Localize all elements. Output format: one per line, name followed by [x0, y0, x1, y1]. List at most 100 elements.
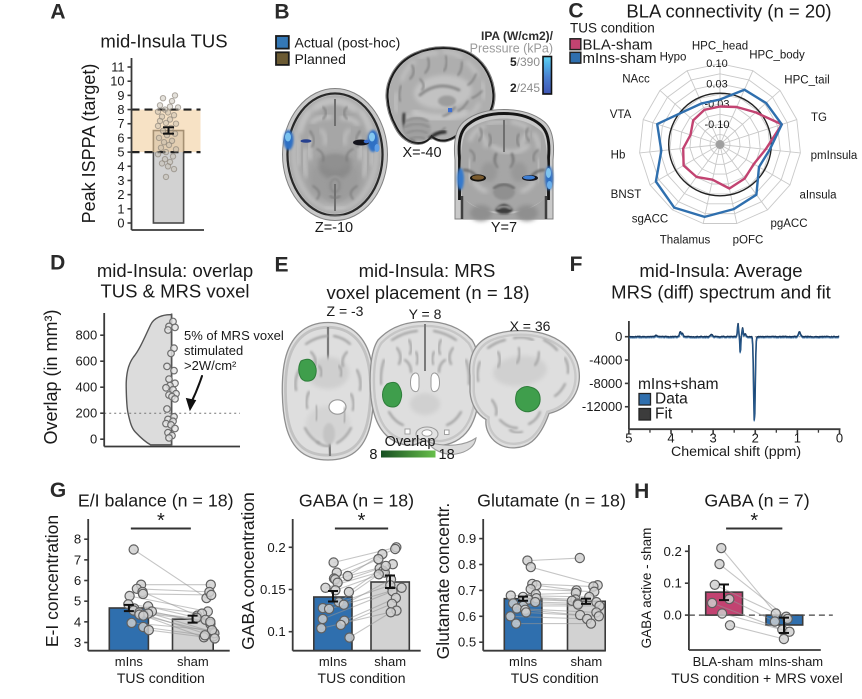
svg-text:0: 0 — [615, 329, 622, 344]
svg-text:0.0: 0.0 — [664, 608, 682, 623]
svg-text:sham: sham — [570, 654, 602, 669]
svg-text:7: 7 — [74, 552, 81, 567]
svg-text:0.15: 0.15 — [260, 582, 286, 597]
svg-text:10: 10 — [110, 74, 124, 89]
svg-text:sham: sham — [177, 654, 209, 669]
svg-text:mIns-sham: mIns-sham — [583, 50, 657, 67]
svg-text:0.8: 0.8 — [458, 557, 476, 572]
svg-text:sgACC: sgACC — [632, 214, 668, 226]
svg-text:X = 36: X = 36 — [510, 318, 551, 334]
svg-text:4: 4 — [74, 614, 81, 629]
svg-text:H: H — [634, 480, 649, 503]
svg-text:11: 11 — [111, 60, 124, 75]
svg-text:-12000: -12000 — [582, 399, 622, 414]
svg-text:Peak ISPPA (target): Peak ISPPA (target) — [79, 64, 99, 224]
svg-text:mIns: mIns — [509, 654, 538, 669]
svg-text:6: 6 — [117, 130, 124, 145]
svg-text:TUS condition: TUS condition — [318, 670, 406, 686]
svg-text:Z = -3: Z = -3 — [327, 303, 364, 319]
svg-text:Chemical shift (ppm): Chemical shift (ppm) — [671, 444, 801, 460]
svg-text:VTA: VTA — [610, 109, 632, 121]
svg-text:TUS condition: TUS condition — [117, 670, 205, 686]
svg-text:Fit: Fit — [655, 406, 673, 423]
svg-text:>2W/cm²: >2W/cm² — [184, 358, 237, 373]
svg-text:0.2: 0.2 — [267, 540, 285, 555]
svg-text:Glutamate concentr.: Glutamate concentr. — [433, 503, 453, 660]
svg-text:TUS condition: TUS condition — [511, 670, 599, 686]
svg-text:0: 0 — [836, 431, 843, 446]
svg-text:0.7: 0.7 — [458, 583, 476, 598]
svg-text:0.9: 0.9 — [458, 531, 476, 546]
svg-text:0.6: 0.6 — [458, 609, 476, 624]
svg-text:Hb: Hb — [611, 150, 626, 162]
svg-text:HPC_head: HPC_head — [692, 41, 748, 53]
svg-text:Planned: Planned — [295, 51, 346, 67]
svg-text:mIns+sham: mIns+sham — [638, 376, 719, 393]
svg-text:1: 1 — [117, 201, 124, 216]
svg-text:4: 4 — [117, 159, 124, 174]
svg-text:2: 2 — [117, 187, 124, 202]
svg-text:5: 5 — [117, 145, 124, 160]
svg-text:2/245: 2/245 — [510, 81, 540, 95]
svg-text:Pressure (kPa): Pressure (kPa) — [470, 42, 553, 56]
svg-text:Data: Data — [655, 391, 688, 408]
svg-text:HPC_tail: HPC_tail — [784, 75, 829, 87]
svg-text:3: 3 — [117, 173, 124, 188]
svg-text:600: 600 — [75, 354, 97, 369]
svg-text:-4000: -4000 — [589, 353, 622, 368]
svg-text:BLA connectivity (n = 20): BLA connectivity (n = 20) — [626, 1, 831, 22]
svg-text:Z=-10: Z=-10 — [315, 220, 353, 236]
svg-text:800: 800 — [75, 328, 97, 343]
svg-text:E: E — [274, 254, 288, 277]
svg-text:E-I concentration: E-I concentration — [42, 515, 62, 647]
svg-text:GABA (n = 7): GABA (n = 7) — [704, 491, 809, 511]
svg-text:8: 8 — [369, 447, 377, 463]
svg-text:MRS (diff) spectrum and fit: MRS (diff) spectrum and fit — [611, 282, 831, 303]
svg-text:0.03: 0.03 — [706, 79, 727, 91]
svg-text:5: 5 — [625, 431, 632, 446]
svg-text:4: 4 — [667, 431, 674, 446]
svg-text:pOFC: pOFC — [733, 235, 764, 247]
svg-text:5% of MRS voxel: 5% of MRS voxel — [184, 328, 284, 343]
svg-text:pmInsula: pmInsula — [811, 150, 858, 162]
svg-text:TUS condition + MRS voxel: TUS condition + MRS voxel — [671, 670, 843, 686]
svg-text:G: G — [50, 479, 66, 502]
svg-text:HPC_body: HPC_body — [749, 50, 805, 62]
svg-text:Y = 8: Y = 8 — [409, 306, 442, 322]
svg-text:C: C — [568, 0, 583, 23]
svg-text:Actual (post-hoc): Actual (post-hoc) — [295, 35, 401, 51]
svg-text:mid-Insula: MRS: mid-Insula: MRS — [359, 260, 496, 281]
svg-text:9: 9 — [117, 88, 124, 103]
svg-text:NAcc: NAcc — [622, 74, 650, 86]
svg-text:voxel placement (n = 18): voxel placement (n = 18) — [326, 282, 529, 303]
svg-text:0.2: 0.2 — [664, 544, 682, 559]
svg-text:stimulated: stimulated — [184, 343, 243, 358]
svg-text:3: 3 — [74, 635, 81, 650]
svg-text:mIns-sham: mIns-sham — [759, 654, 823, 669]
svg-text:F: F — [570, 253, 583, 276]
svg-text:3: 3 — [710, 431, 717, 446]
svg-text:*: * — [157, 510, 165, 532]
svg-text:5: 5 — [74, 594, 81, 609]
svg-text:mIns: mIns — [115, 654, 144, 669]
svg-text:6: 6 — [74, 573, 81, 588]
svg-text:sham: sham — [374, 654, 406, 669]
svg-text:0.1: 0.1 — [664, 576, 682, 591]
svg-text:7: 7 — [117, 116, 124, 131]
svg-text:-0.10: -0.10 — [704, 119, 729, 131]
svg-text:8: 8 — [74, 532, 81, 547]
svg-text:2: 2 — [752, 431, 759, 446]
svg-text:Overlap: Overlap — [385, 434, 436, 450]
svg-text:TG: TG — [811, 112, 827, 124]
svg-text:Overlap (in mm³): Overlap (in mm³) — [41, 309, 61, 444]
svg-text:0.10: 0.10 — [706, 58, 727, 70]
svg-text:0.5: 0.5 — [458, 635, 476, 650]
svg-text:200: 200 — [75, 406, 97, 421]
svg-text:Glutamate (n = 18): Glutamate (n = 18) — [477, 491, 626, 511]
svg-text:8: 8 — [117, 102, 124, 117]
svg-text:X=-40: X=-40 — [402, 145, 441, 161]
svg-text:mid-Insula TUS: mid-Insula TUS — [100, 31, 227, 52]
svg-text:GABA concentration: GABA concentration — [238, 492, 258, 650]
svg-text:A: A — [50, 0, 65, 23]
svg-text:BNST: BNST — [611, 189, 642, 201]
